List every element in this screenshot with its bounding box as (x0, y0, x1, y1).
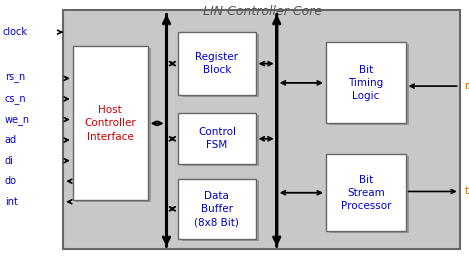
Text: do: do (5, 176, 17, 186)
Text: cs_n: cs_n (5, 94, 26, 104)
Text: Data
Buffer
(8x8 Bit): Data Buffer (8x8 Bit) (195, 191, 239, 227)
Text: int: int (5, 197, 17, 207)
Text: Control
FSM: Control FSM (198, 127, 236, 150)
Bar (182, 115, 259, 166)
Text: LIN Controller Core: LIN Controller Core (203, 5, 322, 18)
Text: rxd: rxd (464, 81, 469, 91)
Text: txd: txd (464, 187, 469, 196)
Bar (182, 180, 259, 241)
Text: rs_n: rs_n (5, 74, 25, 83)
Bar (178, 113, 256, 164)
Text: Bit
Timing
Logic: Bit Timing Logic (348, 65, 384, 101)
Bar (182, 34, 259, 97)
Bar (76, 48, 151, 202)
Text: Register
Block: Register Block (196, 52, 238, 75)
Text: Host
Controller
Interface: Host Controller Interface (84, 105, 136, 142)
Bar (63, 10, 460, 249)
Bar (73, 46, 148, 200)
Text: Bit
Stream
Processor: Bit Stream Processor (340, 175, 391, 211)
Text: ad: ad (5, 135, 17, 145)
Bar (178, 179, 256, 239)
Text: clock: clock (2, 27, 27, 37)
Bar (326, 154, 406, 231)
Text: we_n: we_n (5, 115, 30, 124)
Bar (329, 44, 409, 125)
Bar (178, 32, 256, 95)
Bar (326, 42, 406, 123)
Text: di: di (5, 156, 14, 166)
Bar (329, 156, 409, 233)
